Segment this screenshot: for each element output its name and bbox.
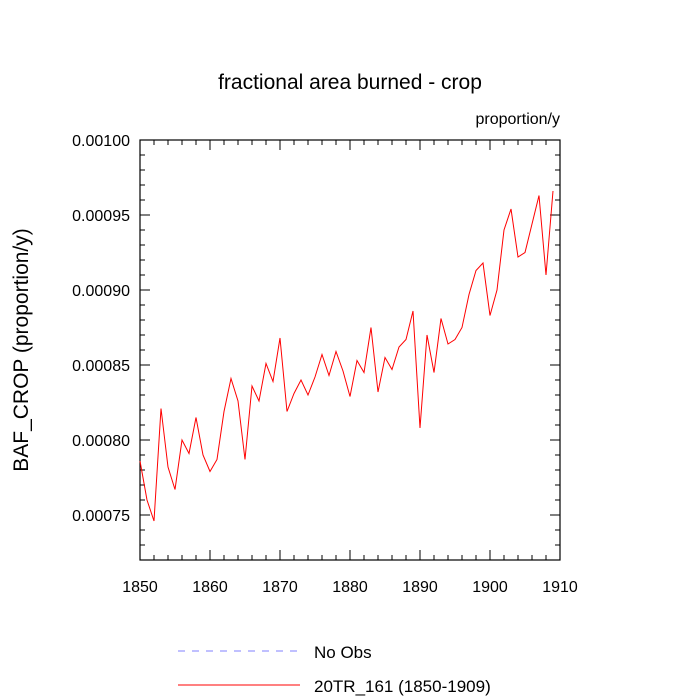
units-label: proportion/y [476,111,561,128]
x-tick-label: 1900 [472,579,508,596]
x-tick-label: 1910 [542,579,578,596]
x-tick-label: 1860 [192,579,228,596]
y-tick-label: 0.00085 [72,358,130,375]
series-line-1 [139,190,554,522]
y-tick-label: 0.00090 [72,283,130,300]
legend-label-20tr-161: 20TR_161 (1850-1909) [314,677,491,696]
x-tick-label: 1880 [332,579,368,596]
y-tick-label: 0.00100 [72,133,130,150]
legend-label-no-obs: No Obs [314,643,372,662]
axis-tick-labels: 1850 1860 1870 1880 1890 1900 1910 0.00075 0.000… [72,133,578,596]
axis-ticks [139,139,561,561]
x-tick-label: 1890 [402,579,438,596]
y-tick-label: 0.00080 [72,433,130,450]
x-tick-label: 1850 [122,579,158,596]
plot-frame [139,139,561,561]
y-axis-label: BAF_CROP (proportion/y) [10,228,33,472]
legend: No Obs 20TR_161 (1850-1909) [178,643,491,696]
y-tick-label: 0.00095 [72,208,130,225]
series-layer [139,190,554,522]
y-tick-label: 0.00075 [72,508,130,525]
chart-title: fractional area burned - crop [218,71,482,94]
x-tick-label: 1870 [262,579,298,596]
